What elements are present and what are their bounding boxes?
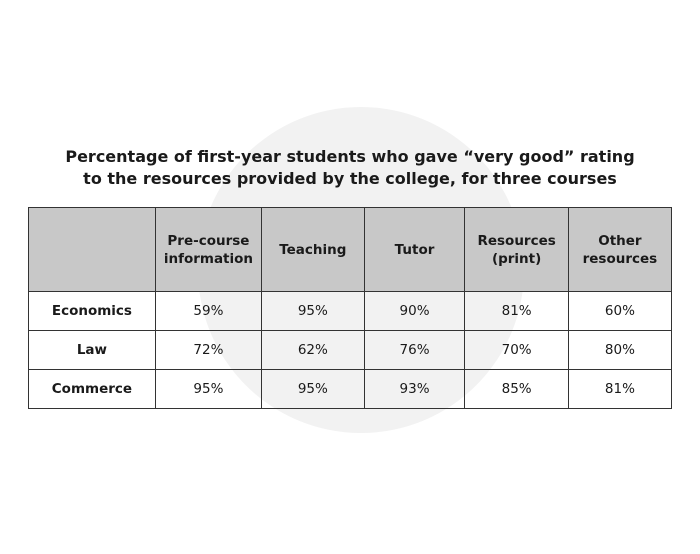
cell: 85% — [464, 369, 569, 409]
cell: 93% — [363, 369, 466, 409]
header-cell: Resources (print) — [464, 207, 569, 292]
title: Percentage of first-year students who ga… — [0, 146, 700, 190]
cell: 59% — [154, 291, 263, 331]
header-cell: Teaching — [261, 207, 365, 292]
title-line: to the resources provided by the college… — [83, 169, 617, 188]
cell: 72% — [154, 330, 263, 370]
header-cell: Tutor — [363, 207, 466, 292]
cell: 70% — [464, 330, 569, 370]
cell: 95% — [261, 369, 365, 409]
cell: 90% — [363, 291, 466, 331]
cell: 80% — [567, 330, 673, 370]
cell: 76% — [363, 330, 466, 370]
header-cell: Other resources — [567, 207, 673, 292]
header-row: Pre-course information Teaching Tutor Resou… — [28, 207, 673, 292]
cell: 60% — [567, 291, 673, 331]
data-table: Pre-course information Teaching Tutor Resou… — [28, 207, 673, 409]
row-header: Economics — [28, 291, 156, 331]
row-header: Law — [28, 330, 156, 370]
table-row: Law 72% 62% 76% 70% 80% — [28, 330, 673, 370]
cell: 81% — [567, 369, 673, 409]
cell: 62% — [261, 330, 365, 370]
title-line: Percentage of first-year students who ga… — [65, 147, 635, 166]
table-row: Economics 59% 95% 90% 81% 60% — [28, 291, 673, 331]
cell: 81% — [464, 291, 569, 331]
table-row: Commerce 95% 95% 93% 85% 81% — [28, 369, 673, 409]
header-cell — [28, 207, 156, 292]
row-header: Commerce — [28, 369, 156, 409]
cell: 95% — [154, 369, 263, 409]
cell: 95% — [261, 291, 365, 331]
header-cell: Pre-course information — [154, 207, 263, 292]
